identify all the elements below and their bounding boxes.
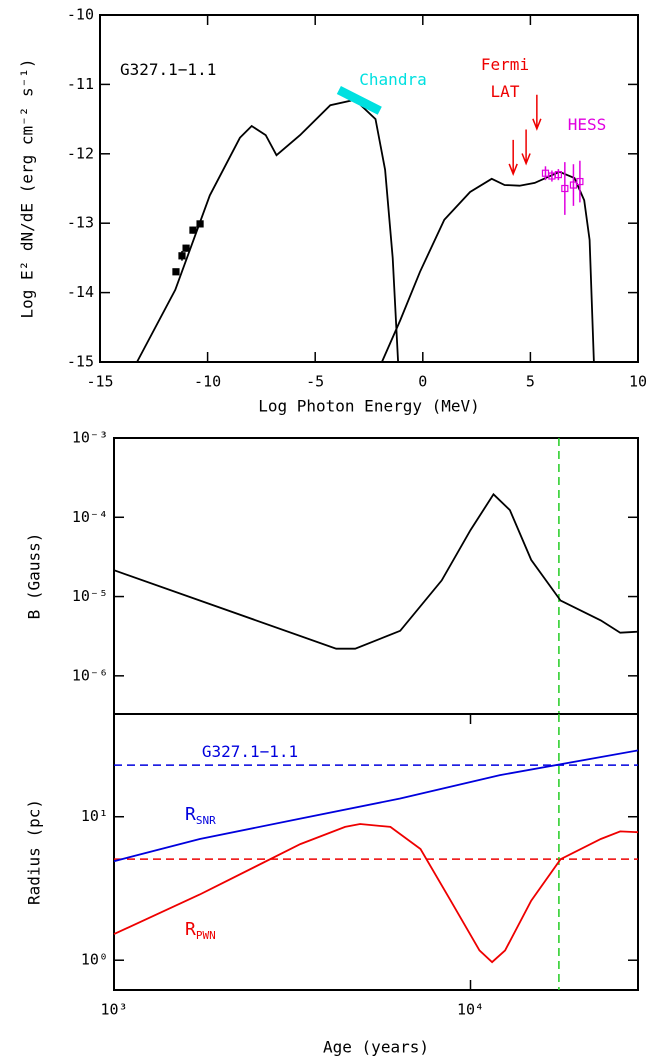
data-line [136,98,399,363]
bowtie [336,85,382,115]
x-tick-label: -10 [194,373,221,391]
x-tick-label: -5 [306,373,324,391]
y-tick-label: -10 [67,6,94,24]
annotation-text: G327.1−1.1 [120,60,216,79]
annotation-text: Fermi [481,55,529,74]
data-point [196,220,204,228]
upper-limit [532,94,542,131]
data-point [182,244,190,252]
data-line [381,170,595,363]
annotation-text: LAT [491,82,520,101]
annotation: G327.1−1.1 [202,742,298,761]
annotation-subscript: PWN [196,929,216,942]
x-tick-label: -15 [86,373,113,391]
annotation-text: Chandra [359,70,426,89]
y-axis-label: B (Gauss) [25,533,44,620]
annotation: G327.1−1.1 [120,60,216,79]
annotation-subscript: SNR [196,814,216,827]
x-tick-label: 10⁴ [457,1001,484,1019]
x-tick-label: 0 [418,373,427,391]
annotation-text: R [185,919,196,940]
data-point [189,226,197,234]
data-line [113,492,639,650]
y-tick-label: 10⁻⁶ [72,666,108,684]
annotation-text: G327.1−1.1 [202,742,298,761]
y-tick-label: 10⁰ [81,951,108,969]
x-tick-label: 5 [526,373,535,391]
data-point [554,171,562,179]
data-line [113,823,639,964]
x-axis-label: Log Photon Energy (MeV) [258,397,480,416]
plot-frame [113,713,639,991]
y-tick-label: -15 [67,353,94,371]
y-tick-label: 10¹ [81,807,108,825]
annotation: HESS [568,115,607,134]
y-tick-label: -11 [67,75,94,93]
upper-limit [508,139,518,176]
annotation-text: HESS [568,115,607,134]
annotation: Chandra [359,70,426,89]
x-axis-label: Age (years) [323,1038,429,1057]
data-point [561,184,569,193]
annotation-text: R [185,804,196,825]
y-tick-label: 10⁻⁴ [72,508,108,526]
upper-limit [521,129,531,166]
data-point [172,268,180,276]
annotation: Fermi [481,55,529,74]
plot-frame [99,14,639,363]
annotation: RPWN [185,919,216,942]
y-axis-label: Radius (pc) [25,799,44,905]
annotation: LAT [491,82,520,101]
data-point [178,252,186,260]
data-point [576,177,584,186]
data-line [113,749,639,863]
annotation: RSNR [185,804,216,827]
y-tick-label: 10⁻³ [72,429,108,447]
y-tick-label: 10⁻⁵ [72,587,108,605]
x-tick-label: 10 [629,373,647,391]
y-tick-label: -12 [67,144,94,162]
x-tick-label: 10³ [100,1001,127,1019]
y-tick-label: -14 [67,283,94,301]
y-tick-label: -13 [67,214,94,232]
y-axis-label: Log E² dN/dE (erg cm⁻² s⁻¹) [18,58,37,318]
